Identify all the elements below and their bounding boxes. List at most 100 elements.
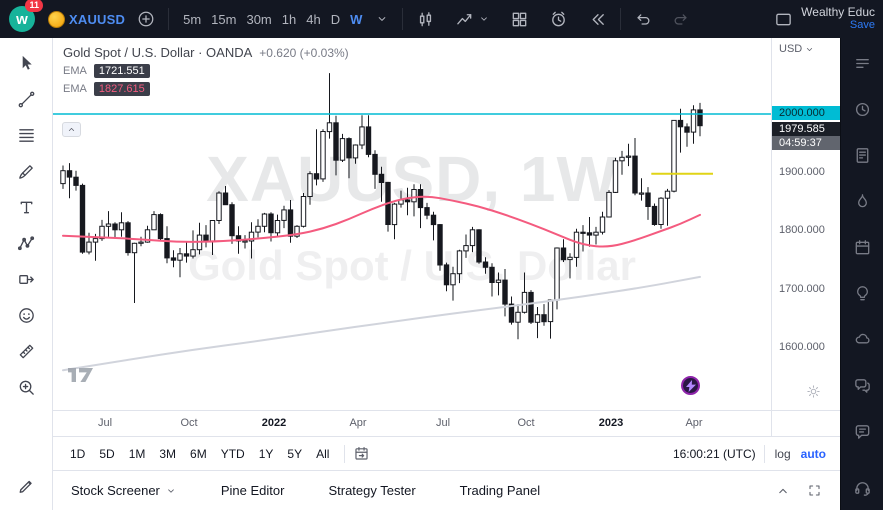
symbol-search-button[interactable]: XAUUSD [44, 8, 129, 31]
sidebar-item-support[interactable] [847, 472, 877, 502]
interval-15m-button[interactable]: 15m [206, 9, 241, 30]
right-sidebar [840, 38, 883, 510]
legend-indicator-row[interactable]: EMA 1827.615 [63, 82, 349, 96]
main-menu-button[interactable]: w 11 [8, 0, 43, 35]
interval-d-button[interactable]: D [326, 9, 345, 30]
chart-legend: Gold Spot / U.S. Dollar · OANDA +0.620 (… [63, 45, 349, 100]
chart-canvas[interactable]: XAUUSD, 1W Gold Spot / U.S. Dollar Gold … [53, 38, 771, 410]
axis-settings-gear-icon[interactable] [806, 384, 821, 404]
panel-tab-pine-editor[interactable]: Pine Editor [221, 483, 285, 498]
chart-watermark: XAUUSD, 1W Gold Spot / U.S. Dollar [53, 38, 771, 410]
panel-tab-label: Pine Editor [220, 483, 285, 498]
tool-measure[interactable] [8, 334, 44, 368]
replay-button[interactable] [584, 7, 611, 32]
sidebar-item-hotlists[interactable] [847, 186, 877, 216]
tool-cursor[interactable] [8, 46, 44, 80]
tool-emoji[interactable] [8, 298, 44, 332]
sidebar-item-data-window[interactable] [847, 140, 877, 170]
range-6m-button[interactable]: 6M [183, 443, 214, 465]
layout-button[interactable] [770, 7, 797, 32]
undo-button[interactable] [630, 7, 656, 31]
range-all-button[interactable]: All [309, 443, 336, 465]
tradingview-watermark-logo[interactable] [67, 366, 97, 389]
grid-layout-button[interactable] [506, 7, 533, 32]
fib-retracement-icon [17, 126, 36, 145]
candlestick-chart[interactable] [53, 38, 771, 410]
symbol-name: XAUUSD [69, 11, 126, 27]
currency-selector[interactable]: USD [779, 43, 815, 55]
interval-5m-button[interactable]: 5m [178, 9, 206, 30]
intervals-dropdown-button[interactable] [371, 9, 393, 29]
panel-actions [775, 483, 822, 499]
panel-tab-label: Stock Screener [71, 483, 160, 498]
tool-zoom[interactable] [8, 370, 44, 404]
range-1d-button[interactable]: 1D [63, 443, 92, 465]
panel-tab-trading-panel[interactable]: Trading Panel [460, 483, 540, 498]
range-5d-button[interactable]: 5D [92, 443, 121, 465]
legend-change: +0.620 (+0.03%) [259, 45, 349, 60]
maximize-panel-button[interactable] [807, 483, 822, 498]
tool-text[interactable] [8, 190, 44, 224]
price-axis[interactable]: USD 1900.000 1800.000 1700.000 1600.000 2000… [771, 38, 840, 410]
tool-forecast[interactable] [8, 262, 44, 296]
auto-scale-toggle[interactable]: auto [800, 446, 826, 461]
add-symbol-button[interactable] [133, 7, 159, 31]
go-to-date-icon [353, 445, 370, 462]
time-tick-label: Apr [349, 417, 367, 429]
legend-indicator-row[interactable]: EMA 1721.551 [63, 64, 349, 78]
currency-label: USD [779, 43, 803, 55]
toolbar-divider [402, 8, 404, 30]
range-1y-button[interactable]: 1Y [252, 443, 281, 465]
expand-panel-button[interactable] [775, 483, 791, 499]
interval-30m-button[interactable]: 30m [241, 9, 276, 30]
edit-icon [17, 476, 36, 495]
sidebar-item-chat[interactable] [847, 370, 877, 400]
candles-icon [416, 10, 435, 29]
time-tick-label: Oct [180, 417, 198, 429]
panel-tab-stock-screener[interactable]: Stock Screener [71, 483, 177, 498]
legend-symbol-title[interactable]: Gold Spot / U.S. Dollar · OANDA [63, 45, 253, 60]
candles-button[interactable] [412, 7, 439, 32]
range-ytd-button[interactable]: YTD [214, 443, 252, 465]
layout-meta: Wealthy Educ Save [801, 6, 875, 32]
save-button[interactable]: Save [849, 19, 875, 31]
event-marker-icon[interactable] [681, 376, 700, 395]
tool-edit[interactable] [8, 468, 44, 502]
interval-w-button[interactable]: W [345, 9, 367, 30]
redo-button[interactable] [668, 7, 694, 31]
hotlists-icon [853, 192, 872, 211]
sidebar-item-watchlist[interactable] [847, 48, 877, 78]
price-tick-label: 1800.000 [779, 224, 825, 236]
sidebar-item-ideas[interactable] [847, 278, 877, 308]
layout-window-icon [774, 10, 793, 29]
server-clock[interactable]: 16:00:21 (UTC) [672, 446, 756, 461]
support-icon [853, 478, 872, 497]
price-tick-label: 1600.000 [779, 341, 825, 353]
tool-trend-line[interactable] [8, 82, 44, 116]
range-5y-button[interactable]: 5Y [280, 443, 309, 465]
bottom-toolbar: 1D 5D 1M 3M 6M YTD 1Y 5Y All 16:00:21 (UTC) log … [53, 436, 840, 470]
range-1m-button[interactable]: 1M [122, 443, 153, 465]
layout-name[interactable]: Wealthy Educ [801, 6, 875, 19]
go-to-date-button[interactable] [353, 445, 370, 462]
interval-1h-button[interactable]: 1h [277, 9, 301, 30]
log-scale-toggle[interactable]: log [774, 446, 791, 461]
indicator-label: EMA [63, 83, 87, 95]
legend-collapse-button[interactable] [62, 122, 81, 137]
panel-tab-strategy-tester[interactable]: Strategy Tester [328, 483, 415, 498]
interval-4h-button[interactable]: 4h [301, 9, 325, 30]
sidebar-item-calendar[interactable] [847, 232, 877, 262]
zoom-icon [17, 378, 36, 397]
notification-badge: 11 [25, 0, 43, 12]
tool-xabcd-pattern[interactable] [8, 226, 44, 260]
alert-button[interactable] [545, 7, 572, 32]
tool-brush[interactable] [8, 154, 44, 188]
watchlist-icon [853, 54, 872, 73]
range-3m-button[interactable]: 3M [152, 443, 183, 465]
sidebar-item-notifications[interactable] [847, 416, 877, 446]
tool-fib-retracement[interactable] [8, 118, 44, 152]
sidebar-item-streams[interactable] [847, 324, 877, 354]
sidebar-item-alerts[interactable] [847, 94, 877, 124]
indicators-button[interactable] [451, 7, 494, 32]
time-axis[interactable]: Jul Oct 2022 Apr Jul Oct 2023 Apr [53, 410, 771, 436]
